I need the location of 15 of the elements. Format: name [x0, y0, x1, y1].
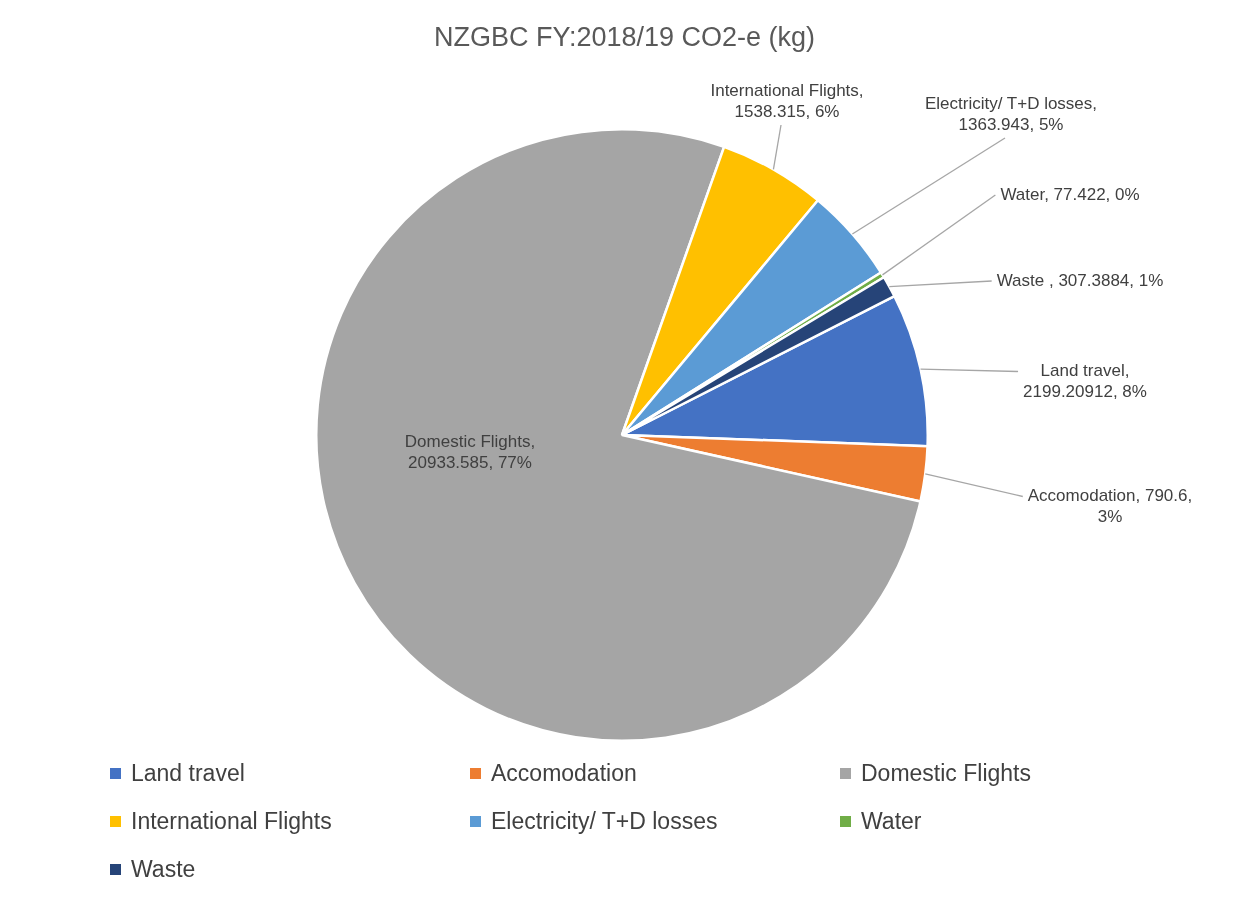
- legend-label: Water: [861, 807, 922, 835]
- legend-label: Waste: [131, 855, 196, 883]
- data-label: Electricity/ T+D losses, 1363.943, 5%: [924, 94, 1098, 135]
- chart-title: NZGBC FY:2018/19 CO2-e (kg): [432, 22, 817, 53]
- data-label: Water, 77.422, 0%: [1000, 184, 1140, 204]
- data-label: Accomodation, 790.6, 3%: [1027, 486, 1193, 527]
- data-label: Land travel, 2199.20912, 8%: [1023, 361, 1147, 402]
- legend-label: Accomodation: [491, 759, 637, 787]
- data-label: Waste , 307.3884, 1%: [996, 270, 1164, 290]
- legend-label: Domestic Flights: [861, 759, 1031, 787]
- data-label: Domestic Flights, 20933.585, 77%: [404, 432, 536, 473]
- legend-label: Land travel: [131, 759, 245, 787]
- data-label: International Flights, 1538.315, 6%: [710, 81, 864, 122]
- legend-label: Electricity/ T+D losses: [491, 807, 718, 835]
- legend-label: International Flights: [131, 807, 332, 835]
